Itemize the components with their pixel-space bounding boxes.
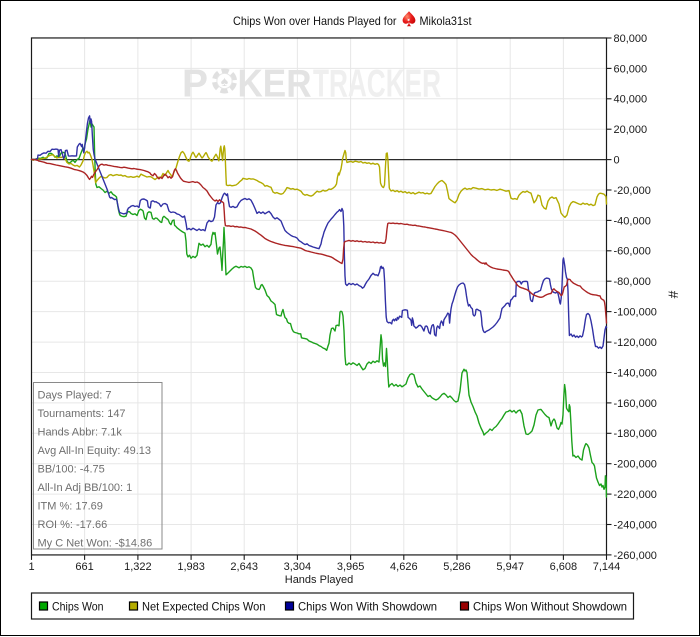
svg-text:-40,000: -40,000 — [614, 215, 651, 227]
svg-text:P: P — [182, 63, 208, 106]
svg-text:Chips Won over Hands Played fo: Chips Won over Hands Played for — [233, 14, 397, 28]
svg-text:-260,000: -260,000 — [614, 550, 657, 562]
svg-text:-80,000: -80,000 — [614, 276, 651, 288]
svg-text:5,286: 5,286 — [443, 561, 471, 573]
svg-text:-60,000: -60,000 — [614, 246, 651, 258]
svg-text:♠: ♠ — [221, 73, 229, 89]
svg-text:-140,000: -140,000 — [614, 367, 657, 379]
svg-text:Mikola31st: Mikola31st — [420, 14, 473, 28]
svg-text:-240,000: -240,000 — [614, 519, 657, 531]
svg-text:Hands Abbr: 7.1k: Hands Abbr: 7.1k — [38, 426, 123, 438]
svg-text:3,965: 3,965 — [337, 561, 365, 573]
svg-text:-100,000: -100,000 — [614, 307, 657, 319]
svg-text:Days Played: 7: Days Played: 7 — [38, 389, 112, 401]
svg-text:-200,000: -200,000 — [614, 459, 657, 471]
svg-text:6,608: 6,608 — [550, 561, 578, 573]
svg-text:7,144: 7,144 — [593, 561, 621, 573]
svg-text:Chips Won: Chips Won — [52, 600, 104, 614]
svg-text:1,983: 1,983 — [177, 561, 205, 573]
svg-text:-120,000: -120,000 — [614, 337, 657, 349]
svg-text:60,000: 60,000 — [614, 63, 648, 75]
svg-text:My C Net Won: -$14.86: My C Net Won: -$14.86 — [38, 537, 153, 549]
svg-text:ROI %: -17.66: ROI %: -17.66 — [38, 519, 108, 531]
svg-text:ITM %: 17.69: ITM %: 17.69 — [38, 500, 103, 512]
svg-text:0: 0 — [614, 155, 620, 167]
svg-text:Avg All-In Equity: 49.13: Avg All-In Equity: 49.13 — [38, 445, 152, 457]
svg-text:5,947: 5,947 — [496, 561, 524, 573]
svg-text:Chips Won With Showdown: Chips Won With Showdown — [298, 600, 437, 614]
svg-text:All-In Adj BB/100: 1: All-In Adj BB/100: 1 — [38, 482, 133, 494]
svg-text:80,000: 80,000 — [614, 33, 648, 45]
svg-text:20,000: 20,000 — [614, 124, 648, 136]
svg-text:3,304: 3,304 — [284, 561, 312, 573]
svg-text:Chips Won Without Showdown: Chips Won Without Showdown — [473, 600, 627, 614]
svg-text:BB/100: -4.75: BB/100: -4.75 — [38, 463, 105, 475]
svg-text:661: 661 — [75, 561, 93, 573]
svg-text:-180,000: -180,000 — [614, 428, 657, 440]
svg-text:Tournaments: 147: Tournaments: 147 — [38, 408, 126, 420]
svg-text:-160,000: -160,000 — [614, 398, 657, 410]
svg-text:1,322: 1,322 — [124, 561, 152, 573]
svg-text:2,643: 2,643 — [230, 561, 258, 573]
svg-text:40,000: 40,000 — [614, 94, 648, 106]
svg-text:#: # — [666, 291, 682, 299]
svg-text:-220,000: -220,000 — [614, 489, 657, 501]
svg-text:KER: KER — [238, 63, 312, 106]
svg-text:Hands Played: Hands Played — [285, 574, 354, 586]
svg-text:Net Expected Chips Won: Net Expected Chips Won — [142, 600, 266, 614]
svg-text:TRACKER: TRACKER — [313, 63, 441, 106]
svg-text:4,626: 4,626 — [390, 561, 418, 573]
svg-text:-20,000: -20,000 — [614, 185, 651, 197]
svg-text:1: 1 — [28, 561, 34, 573]
